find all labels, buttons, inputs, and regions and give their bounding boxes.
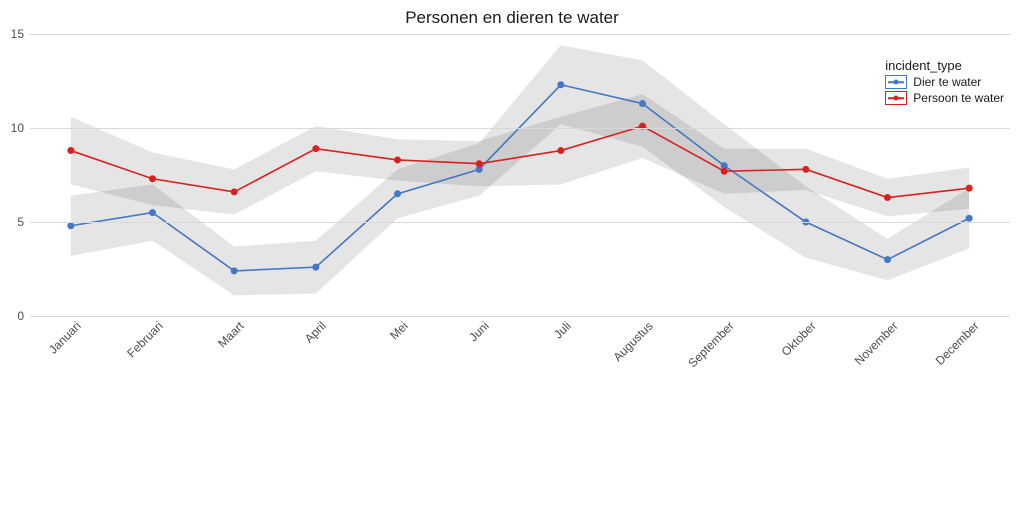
legend-swatch-icon — [885, 75, 907, 89]
series-marker-icon — [150, 210, 156, 216]
y-tick-label: 10 — [11, 121, 30, 135]
x-tick-label: September — [685, 319, 736, 370]
series-marker-icon — [803, 166, 809, 172]
series-marker-icon — [231, 268, 237, 274]
x-tick-label: December — [933, 319, 982, 368]
series-marker-icon — [966, 215, 972, 221]
x-tick-label: Januari — [46, 319, 84, 357]
series-marker-icon — [395, 191, 401, 197]
series-marker-icon — [476, 161, 482, 167]
legend: incident_type Dier te water Persoon te w… — [879, 54, 1010, 111]
legend-item: Dier te water — [885, 75, 1004, 89]
x-tick-label: November — [851, 319, 900, 368]
legend-label: Dier te water — [913, 75, 981, 89]
plot-area: 051015JanuariFebruariMaartAprilMeiJuniJu… — [30, 34, 1010, 316]
series-marker-icon — [313, 146, 319, 152]
series-marker-icon — [150, 176, 156, 182]
gridline — [30, 34, 1010, 35]
series-marker-icon — [476, 166, 482, 172]
legend-title: incident_type — [885, 58, 1004, 73]
y-tick-label: 15 — [11, 27, 30, 41]
x-tick-label: April — [302, 319, 329, 346]
x-tick-label: Augustus — [610, 319, 655, 364]
series-marker-icon — [885, 257, 891, 263]
chart-container: Personen en dieren te water 051015Januar… — [0, 0, 1024, 512]
legend-label: Persoon te water — [913, 91, 1004, 105]
series-marker-icon — [640, 101, 646, 107]
series-marker-icon — [721, 168, 727, 174]
series-marker-icon — [966, 185, 972, 191]
gridline — [30, 128, 1010, 129]
series-marker-icon — [558, 148, 564, 154]
x-tick-label: Oktober — [778, 319, 818, 359]
chart-title: Personen en dieren te water — [0, 8, 1024, 28]
series-marker-icon — [558, 82, 564, 88]
y-tick-label: 5 — [17, 215, 30, 229]
series-marker-icon — [231, 189, 237, 195]
chart-svg — [30, 34, 1010, 316]
series-marker-icon — [68, 148, 74, 154]
series-marker-icon — [885, 195, 891, 201]
legend-swatch-icon — [885, 91, 907, 105]
x-tick-label: Juni — [466, 319, 491, 344]
x-tick-label: Mei — [387, 319, 411, 343]
series-marker-icon — [68, 223, 74, 229]
x-tick-label: Februari — [124, 319, 165, 360]
gridline — [30, 222, 1010, 223]
y-tick-label: 0 — [17, 309, 30, 323]
series-marker-icon — [721, 163, 727, 169]
x-tick-label: Maart — [215, 319, 247, 351]
gridline — [30, 316, 1010, 317]
x-tick-label: Juli — [551, 319, 574, 342]
series-marker-icon — [395, 157, 401, 163]
series-marker-icon — [313, 264, 319, 270]
legend-item: Persoon te water — [885, 91, 1004, 105]
